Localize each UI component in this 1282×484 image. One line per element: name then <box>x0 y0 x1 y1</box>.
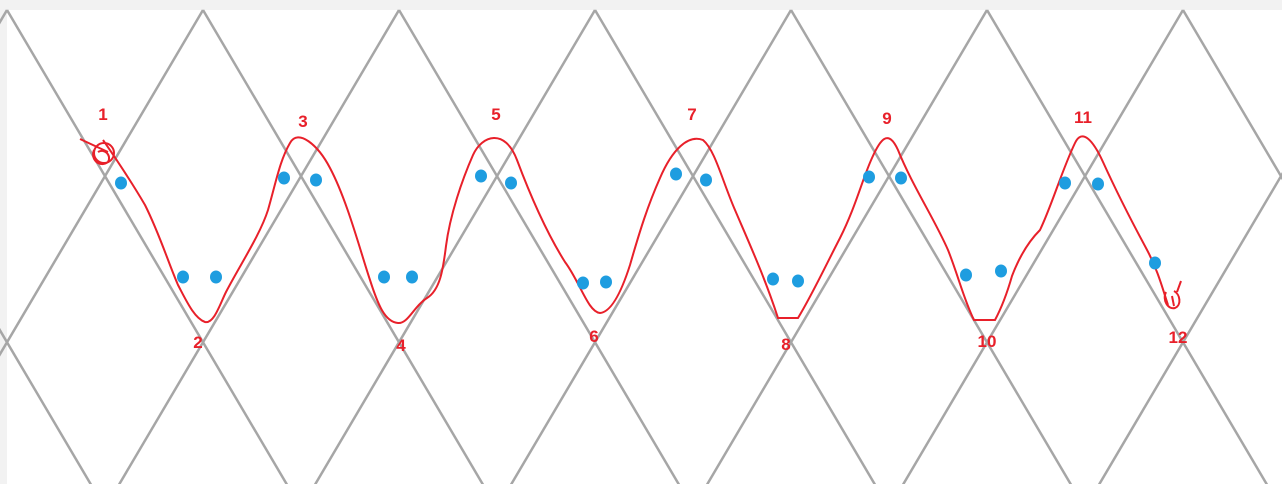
grid-line-descending <box>0 327 93 484</box>
grid-line-ascending <box>117 9 401 484</box>
blue-dot <box>115 176 127 190</box>
blue-dot <box>1092 177 1104 191</box>
point-label-7: 7 <box>687 105 696 124</box>
point-label-3: 3 <box>298 112 307 131</box>
blue-dot <box>895 171 907 185</box>
grid-line-descending <box>789 9 1073 484</box>
end-scribble-mark <box>1163 280 1182 310</box>
grid-line-descending <box>985 9 1269 484</box>
grid-line-descending <box>593 9 877 484</box>
blue-dot <box>210 270 222 284</box>
point-label-11: 11 <box>1074 108 1092 127</box>
start-scribble-mark <box>92 149 110 166</box>
blue-dot <box>406 270 418 284</box>
grid-line-ascending <box>1097 171 1282 484</box>
blue-dot <box>1059 176 1071 190</box>
grid-line-ascending <box>901 9 1185 484</box>
blue-dot <box>278 171 290 185</box>
point-label-1: 1 <box>98 105 107 124</box>
blue-dot <box>792 274 804 288</box>
blue-dot <box>475 169 487 183</box>
blue-dot <box>577 276 589 290</box>
point-label-4: 4 <box>396 336 406 355</box>
point-label-5: 5 <box>491 105 500 124</box>
grid-line-descending <box>5 9 289 484</box>
blue-dot <box>1149 256 1161 270</box>
blue-dot <box>600 275 612 289</box>
point-label-9: 9 <box>882 109 891 128</box>
zigzag-trace-line <box>102 135 1169 324</box>
point-label-8: 8 <box>781 335 790 354</box>
point-label-12: 12 <box>1169 328 1188 347</box>
point-label-2: 2 <box>193 333 202 352</box>
grid-line-ascending <box>313 9 597 484</box>
blue-dot <box>378 270 390 284</box>
blue-dots <box>115 167 1161 290</box>
point-label-10: 10 <box>978 332 997 351</box>
drawing-panel <box>7 10 1282 484</box>
blue-dot <box>177 270 189 284</box>
grid-line-descending <box>201 9 485 484</box>
grid-line-ascending <box>705 9 989 484</box>
point-labels: 1 2 3 4 5 6 7 8 9 10 11 12 <box>98 105 1187 355</box>
diamond-grid <box>0 9 1282 484</box>
grid-line-ascending <box>509 9 793 484</box>
blue-dot <box>700 173 712 187</box>
blue-dot <box>995 264 1007 278</box>
start-tick-mark <box>79 138 109 153</box>
blue-dot <box>505 176 517 190</box>
blue-dot <box>960 268 972 282</box>
grid-line-descending <box>397 9 681 484</box>
point-label-6: 6 <box>589 327 598 346</box>
grid-line-ascending <box>0 9 205 357</box>
blue-dot <box>863 170 875 184</box>
blue-dot <box>670 167 682 181</box>
blue-dot <box>310 173 322 187</box>
traced-zigzag-path <box>79 135 1182 324</box>
blue-dot <box>767 272 779 286</box>
grid-line-descending <box>1181 9 1282 181</box>
